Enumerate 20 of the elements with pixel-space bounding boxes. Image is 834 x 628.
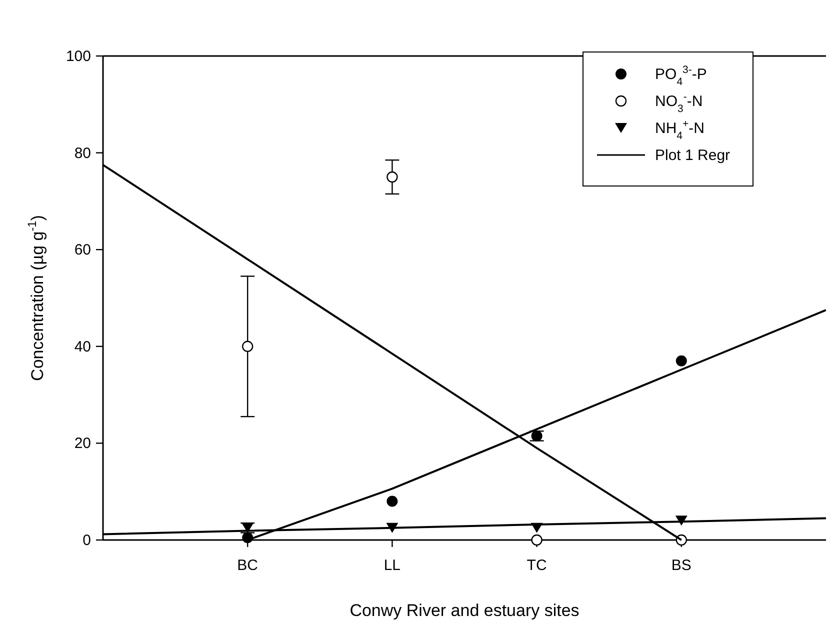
x-axis-title: Conwy River and estuary sites <box>350 601 580 620</box>
y-tick-label: 40 <box>74 338 91 356</box>
y-tick-label: 60 <box>74 242 91 259</box>
legend-label: NH$_{4}$$^{+}$-N <box>655 118 704 142</box>
point <box>386 496 398 507</box>
x-tick-label: TC <box>526 557 547 574</box>
y-tick-label: 0 <box>82 532 91 549</box>
point <box>531 534 542 546</box>
point <box>242 340 254 352</box>
x-tick-label: BC <box>237 557 258 574</box>
point <box>676 355 687 366</box>
x-tick-label: LL <box>384 557 401 574</box>
point <box>386 171 398 183</box>
y-tick-label: 20 <box>74 435 91 452</box>
y-tick-label: 80 <box>74 144 91 162</box>
legend-label: PO$_{4}$$^{3-}$-P <box>655 64 707 88</box>
y-tick-label: 100 <box>66 48 91 65</box>
x-tick-label: BS <box>671 557 692 574</box>
legend-label: Plot 1 Regr <box>655 147 730 164</box>
legend-label: NO$_{3}$$^{-}$-N <box>655 91 703 115</box>
